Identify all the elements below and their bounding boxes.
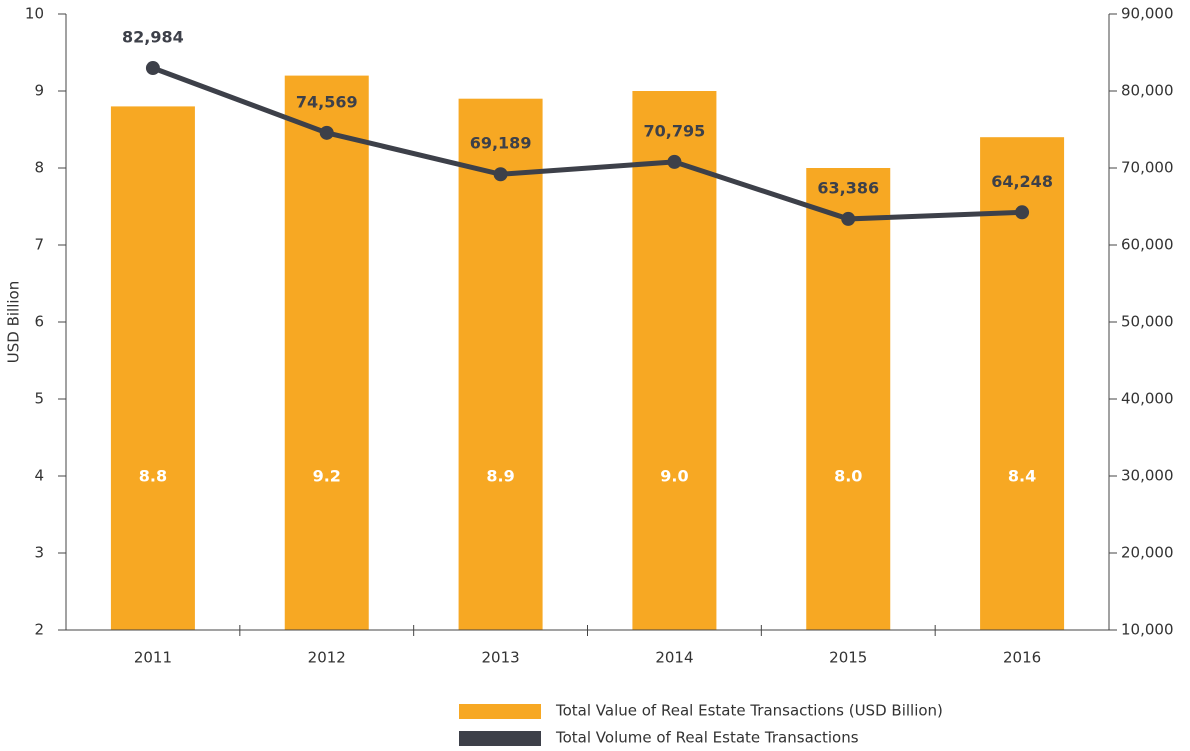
y-tick-label: 6 bbox=[34, 313, 44, 331]
bar bbox=[980, 137, 1065, 630]
y2-tick-label: 60,000 bbox=[1121, 236, 1174, 254]
y-tick-label: 3 bbox=[34, 544, 44, 562]
line-value-label: 69,189 bbox=[470, 134, 532, 153]
y2-tick-label: 50,000 bbox=[1121, 313, 1174, 331]
y-tick-label: 8 bbox=[34, 159, 44, 177]
line-point bbox=[841, 211, 856, 226]
x-tick-label: 2013 bbox=[481, 649, 519, 667]
bar bbox=[806, 168, 891, 630]
y-tick-label: 10 bbox=[25, 5, 44, 23]
line-value-label: 63,386 bbox=[817, 178, 879, 197]
bar bbox=[110, 106, 195, 630]
legend-swatch bbox=[459, 731, 541, 746]
x-tick-label: 2011 bbox=[134, 649, 172, 667]
line-value-label: 64,248 bbox=[991, 172, 1053, 191]
line-point bbox=[493, 167, 508, 182]
y-axis-label: USD Billion bbox=[5, 281, 23, 363]
y2-tick-label: 90,000 bbox=[1121, 5, 1174, 23]
bar-value-label: 9.2 bbox=[313, 467, 341, 486]
line-point bbox=[1015, 205, 1030, 220]
y2-tick-label: 10,000 bbox=[1121, 621, 1174, 639]
line bbox=[152, 65, 1023, 222]
y-tick-label: 7 bbox=[34, 236, 44, 254]
legend-swatch bbox=[459, 704, 541, 719]
y-tick-label: 2 bbox=[34, 621, 44, 639]
line-value-label: 74,569 bbox=[296, 92, 358, 111]
line-value-label: 82,984 bbox=[122, 28, 184, 47]
y2-tick-label: 40,000 bbox=[1121, 390, 1174, 408]
x-tick-label: 2016 bbox=[1003, 649, 1041, 667]
y2-tick-label: 20,000 bbox=[1121, 544, 1174, 562]
x-tick-label: 2014 bbox=[655, 649, 693, 667]
bar-value-label: 9.0 bbox=[660, 467, 688, 486]
line-point bbox=[145, 61, 160, 76]
legend-label: Total Value of Real Estate Transactions … bbox=[555, 702, 943, 720]
line-point bbox=[319, 125, 334, 140]
bar-value-label: 8.8 bbox=[139, 467, 167, 486]
y2-tick-label: 80,000 bbox=[1121, 82, 1174, 100]
y-tick-label: 5 bbox=[34, 390, 44, 408]
bar-value-label: 8.0 bbox=[834, 467, 862, 486]
y-tick-label: 9 bbox=[34, 82, 44, 100]
bar bbox=[632, 91, 717, 630]
y-tick-label: 4 bbox=[34, 467, 44, 485]
bar bbox=[458, 98, 543, 630]
line-value-label: 70,795 bbox=[644, 121, 706, 140]
legend-label: Total Volume of Real Estate Transactions bbox=[555, 729, 859, 747]
x-tick-label: 2015 bbox=[829, 649, 867, 667]
bar-value-label: 8.4 bbox=[1008, 467, 1036, 486]
line-point bbox=[667, 154, 682, 169]
bar bbox=[284, 75, 369, 631]
y2-tick-label: 30,000 bbox=[1121, 467, 1174, 485]
x-tick-label: 2012 bbox=[308, 649, 346, 667]
y2-tick-label: 70,000 bbox=[1121, 159, 1174, 177]
bar-value-label: 8.9 bbox=[486, 467, 514, 486]
